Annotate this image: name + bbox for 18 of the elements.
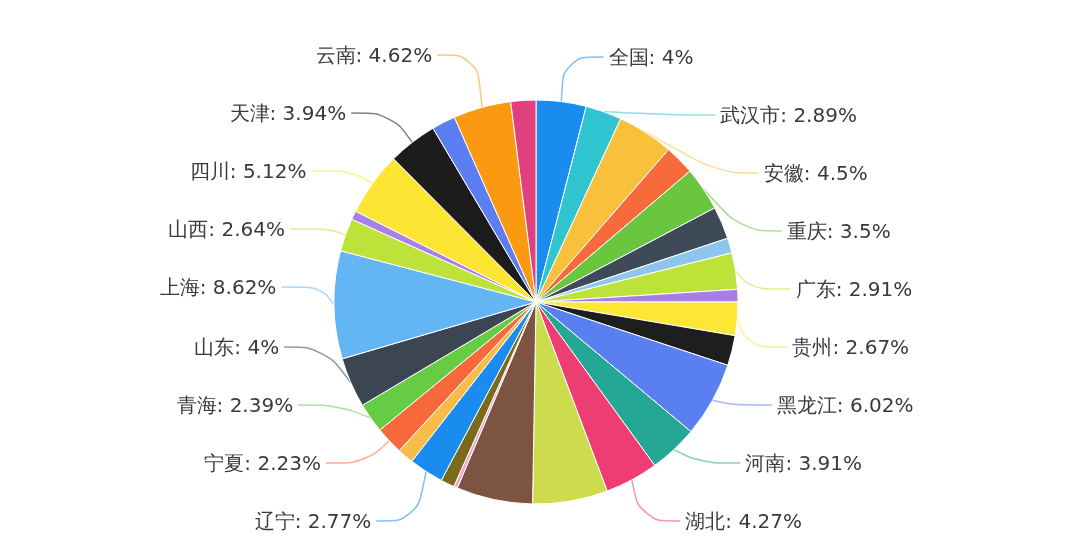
slice-label: 四川: 5.12% [189, 159, 307, 184]
slice-label: 广东: 2.91% [795, 277, 913, 301]
slice-label: 天津: 3.94% [229, 101, 347, 126]
slice-label: 全国: 4% [608, 45, 694, 69]
slice-label: 辽宁: 2.77% [254, 509, 372, 533]
slice-label: 河南: 3.91% [745, 451, 863, 475]
slice-label: 山西: 2.64% [168, 217, 285, 242]
slice-label: 湖北: 4.27% [685, 509, 802, 533]
slice-label: 安徽: 4.5% [763, 161, 868, 185]
slice-label: 山东: 4% [194, 335, 280, 359]
slice-label: 重庆: 3.5% [786, 219, 891, 243]
slice-label: 青海: 2.39% [176, 393, 294, 417]
slice-label: 宁夏: 2.23% [204, 451, 321, 475]
slice-label: 云南: 4.62% [315, 43, 433, 68]
slice-label: 贵州: 2.67% [792, 335, 910, 359]
slice-label: 武汉市: 2.89% [720, 103, 857, 127]
slice-label: 黑龙江: 6.02% [776, 393, 914, 417]
slice-label: 上海: 8.62% [159, 275, 277, 300]
